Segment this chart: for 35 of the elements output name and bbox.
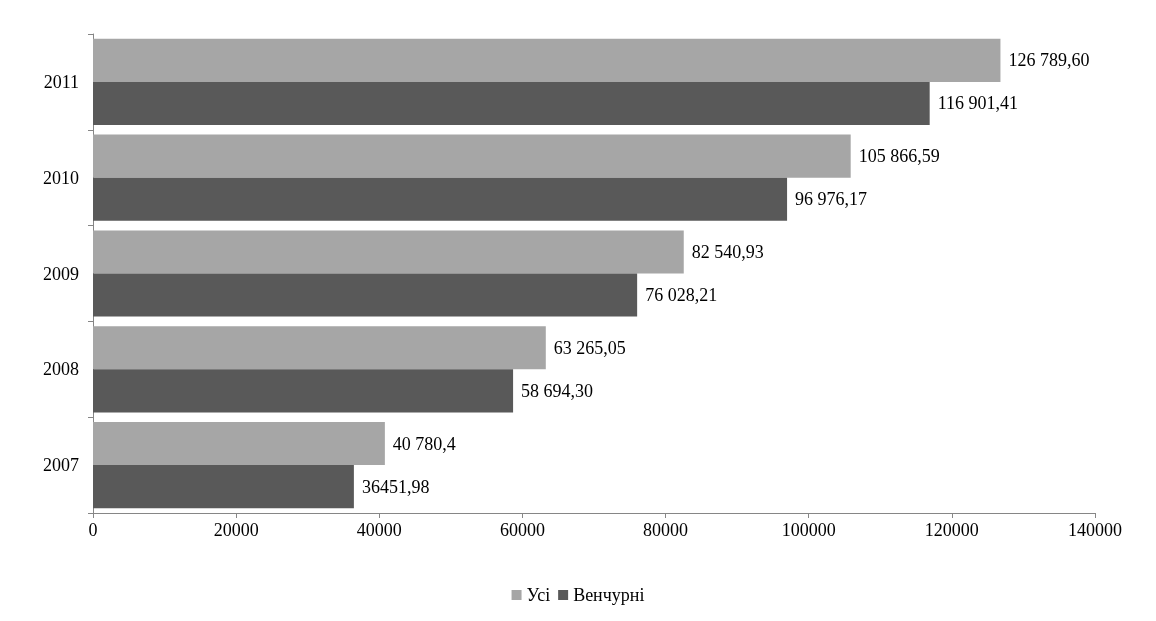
data-label: 76 028,21 [645, 285, 718, 306]
bar [93, 177, 788, 221]
data-label: 96 976,17 [795, 189, 868, 210]
bar [93, 273, 638, 317]
bar [93, 230, 684, 274]
data-label: 40 780,4 [392, 433, 456, 454]
data-label: 58 694,30 [521, 380, 594, 401]
bar [93, 134, 851, 178]
bar [93, 421, 385, 466]
bar [93, 465, 354, 509]
data-label: 105 866,59 [858, 146, 940, 167]
data-label: 36451,98 [361, 476, 430, 497]
y-tick-label: 2010 [43, 167, 79, 188]
x-tick-label: 0 [88, 520, 98, 540]
bar [93, 326, 546, 370]
x-tick-label: 100000 [781, 520, 836, 540]
bar [93, 369, 514, 413]
data-label: 82 540,93 [691, 241, 764, 262]
x-tick-label: 20000 [213, 520, 259, 540]
bar [93, 38, 1001, 82]
x-tick-label: 40000 [356, 520, 402, 540]
y-tick-label: 2008 [43, 359, 79, 380]
data-label: 116 901,41 [937, 93, 1019, 114]
x-tick-label: 80000 [643, 520, 689, 540]
data-label: 126 789,60 [1008, 50, 1090, 71]
legend-label: Усі [526, 585, 551, 605]
x-tick-label: 120000 [924, 520, 979, 540]
x-tick-label: 140000 [1068, 520, 1122, 540]
y-tick-label: 2011 [43, 71, 79, 92]
x-tick-label: 60000 [499, 520, 545, 540]
legend-label: Венчурні [573, 585, 645, 605]
data-label: 63 265,05 [553, 337, 626, 358]
bar [93, 81, 930, 126]
y-tick-label: 2007 [43, 455, 79, 476]
y-tick-label: 2009 [43, 263, 79, 284]
